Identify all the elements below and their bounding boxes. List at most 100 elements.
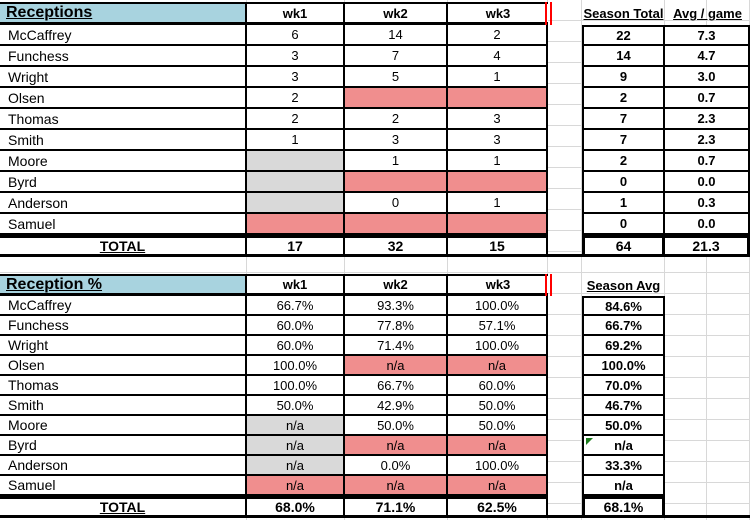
empty-cell[interactable] — [548, 88, 582, 109]
week-cell[interactable]: 60.0% — [247, 336, 345, 356]
empty-cell[interactable] — [665, 416, 750, 436]
week-cell[interactable]: 66.7% — [247, 296, 345, 316]
week-cell[interactable] — [247, 193, 345, 214]
summary-cell[interactable]: 0.0 — [665, 172, 750, 193]
week-cell[interactable]: 3 — [345, 130, 448, 151]
week-cell[interactable] — [448, 172, 548, 193]
week-cell[interactable] — [247, 214, 345, 235]
table-title-cell[interactable]: Reception % — [0, 274, 247, 296]
week-cell[interactable]: 1 — [448, 151, 548, 172]
summary-cell[interactable]: 14 — [582, 46, 665, 67]
summary-cell[interactable]: 7.3 — [665, 25, 750, 46]
player-name-cell[interactable]: Olsen — [0, 356, 247, 376]
empty-cell[interactable] — [548, 476, 582, 496]
summary-header-cell[interactable]: Season Avg — [586, 277, 661, 293]
empty-cell[interactable] — [665, 456, 750, 476]
week-cell[interactable] — [345, 88, 448, 109]
week-cell[interactable] — [345, 172, 448, 193]
summary-cell[interactable]: 0.0 — [665, 214, 750, 235]
week-cell[interactable]: n/a — [345, 436, 448, 456]
empty-cell[interactable] — [548, 436, 582, 456]
week-header-cell[interactable]: wk1 — [247, 2, 345, 25]
player-name-cell[interactable]: Funchess — [0, 316, 247, 336]
player-name-cell[interactable]: Smith — [0, 130, 247, 151]
week-cell[interactable]: n/a — [345, 476, 448, 496]
week-cell[interactable]: 3 — [247, 46, 345, 67]
summary-cell[interactable]: 22 — [582, 25, 665, 46]
week-cell[interactable]: 100.0% — [448, 456, 548, 476]
summary-cell[interactable]: 69.2% — [582, 336, 665, 356]
empty-cell[interactable] — [548, 396, 582, 416]
summary-cell[interactable]: 7 — [582, 130, 665, 151]
week-header-cell[interactable]: wk1 — [247, 274, 345, 296]
player-name-cell[interactable]: Wright — [0, 336, 247, 356]
player-name-cell[interactable]: Olsen — [0, 88, 247, 109]
summary-header-cell[interactable]: Season Total — [583, 6, 664, 21]
week-cell[interactable]: 1 — [448, 193, 548, 214]
summary-cell[interactable]: 3.0 — [665, 67, 750, 88]
summary-cell[interactable]: 2.3 — [665, 130, 750, 151]
total-summary-cell[interactable]: 68.1% — [582, 496, 665, 518]
summary-cell[interactable]: 0 — [582, 214, 665, 235]
week-cell[interactable]: 14 — [345, 25, 448, 46]
empty-cell[interactable] — [548, 172, 582, 193]
empty-cell[interactable] — [548, 193, 582, 214]
empty-cell[interactable] — [548, 296, 582, 316]
empty-cell[interactable] — [665, 396, 750, 416]
week-cell[interactable]: 0.0% — [345, 456, 448, 476]
empty-cell[interactable] — [548, 67, 582, 88]
summary-cell[interactable]: 0.7 — [665, 151, 750, 172]
empty-cell[interactable] — [665, 316, 750, 336]
empty-cell[interactable] — [665, 274, 750, 296]
player-name-cell[interactable]: Moore — [0, 151, 247, 172]
empty-cell[interactable] — [548, 46, 582, 67]
player-name-cell[interactable]: Thomas — [0, 109, 247, 130]
week-cell[interactable]: 100.0% — [448, 336, 548, 356]
week-header-cell[interactable]: wk2 — [345, 274, 448, 296]
summary-cell[interactable]: n/a — [582, 476, 665, 496]
player-name-cell[interactable]: Byrd — [0, 172, 247, 193]
week-cell[interactable]: 1 — [448, 67, 548, 88]
week-header-cell[interactable]: wk3 — [448, 2, 548, 25]
week-cell[interactable] — [345, 214, 448, 235]
table-title-cell[interactable]: Receptions — [0, 2, 247, 25]
empty-cell[interactable] — [665, 436, 750, 456]
player-name-cell[interactable]: Funchess — [0, 46, 247, 67]
summary-cell[interactable]: 84.6% — [582, 296, 665, 316]
summary-cell[interactable]: 66.7% — [582, 316, 665, 336]
summary-cell[interactable]: 1 — [582, 193, 665, 214]
summary-cell[interactable]: 0 — [582, 172, 665, 193]
summary-cell[interactable]: 33.3% — [582, 456, 665, 476]
summary-header-cell[interactable]: Avg / game — [673, 6, 742, 21]
week-cell[interactable]: 100.0% — [247, 376, 345, 396]
week-cell[interactable]: 5 — [345, 67, 448, 88]
empty-cell[interactable] — [665, 336, 750, 356]
empty-cell[interactable] — [548, 130, 582, 151]
summary-cell[interactable]: 4.7 — [665, 46, 750, 67]
empty-cell[interactable] — [548, 151, 582, 172]
week-cell[interactable]: 4 — [448, 46, 548, 67]
summary-cell[interactable]: 100.0% — [582, 356, 665, 376]
week-cell[interactable] — [247, 172, 345, 193]
empty-cell[interactable] — [665, 476, 750, 496]
week-cell[interactable]: 50.0% — [345, 416, 448, 436]
summary-cell[interactable]: n/a — [582, 436, 665, 456]
week-cell[interactable]: 50.0% — [247, 396, 345, 416]
week-cell[interactable]: n/a — [247, 416, 345, 436]
empty-cell[interactable] — [548, 336, 582, 356]
player-name-cell[interactable]: Smith — [0, 396, 247, 416]
week-cell[interactable]: 66.7% — [345, 376, 448, 396]
empty-cell[interactable] — [548, 235, 582, 257]
empty-cell[interactable] — [665, 496, 750, 518]
player-name-cell[interactable]: Byrd — [0, 436, 247, 456]
player-name-cell[interactable]: Samuel — [0, 214, 247, 235]
summary-cell[interactable]: 7 — [582, 109, 665, 130]
week-cell[interactable]: 2 — [247, 109, 345, 130]
summary-cell[interactable]: 70.0% — [582, 376, 665, 396]
total-summary-cell[interactable]: 64 — [582, 235, 665, 257]
week-cell[interactable] — [448, 214, 548, 235]
week-cell[interactable]: 2 — [345, 109, 448, 130]
empty-cell[interactable] — [548, 274, 582, 296]
total-summary-cell[interactable]: 21.3 — [665, 235, 750, 257]
week-cell[interactable]: 57.1% — [448, 316, 548, 336]
